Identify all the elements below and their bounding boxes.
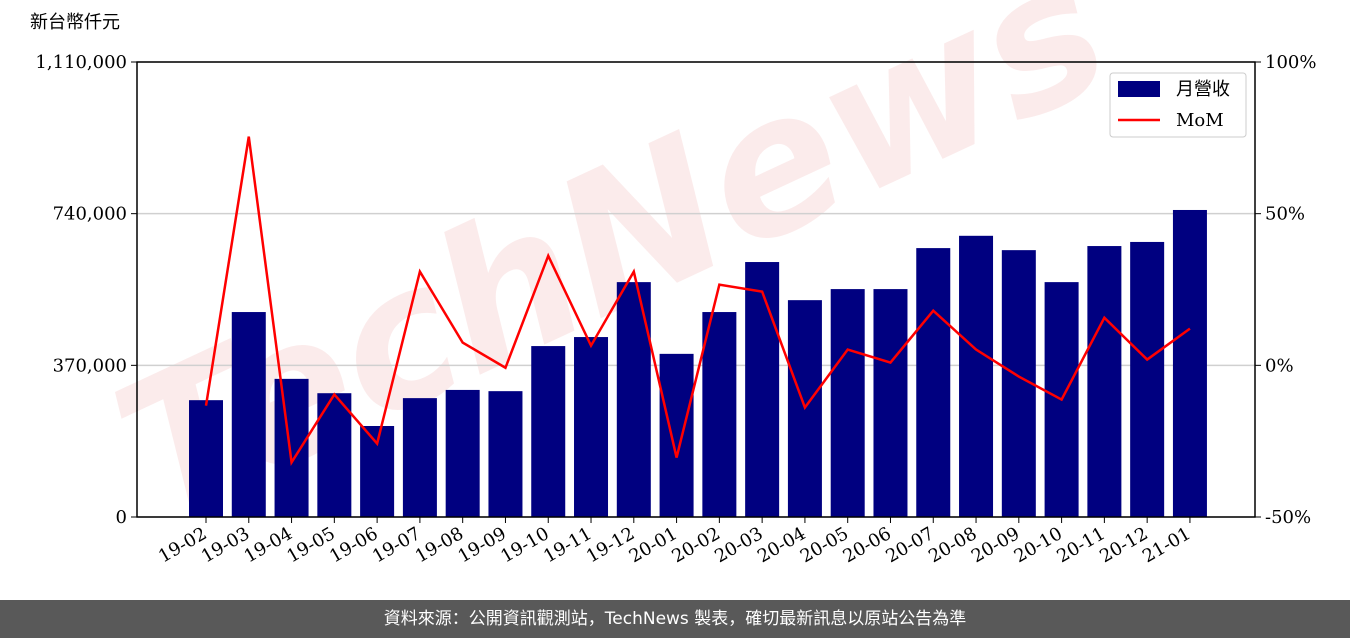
bar: [531, 346, 566, 517]
x-tick-label: 20-12: [1096, 523, 1151, 567]
bar: [745, 262, 780, 517]
x-tick-label: 20-09: [968, 523, 1023, 567]
y2-tick-label: -50%: [1265, 507, 1311, 528]
legend-swatch: [1118, 81, 1160, 97]
y2-tick-label: 100%: [1265, 52, 1316, 73]
x-tick-label: 19-11: [540, 523, 595, 567]
bar: [274, 378, 309, 517]
bar: [488, 391, 523, 517]
bar: [1130, 241, 1165, 518]
bar: [231, 312, 266, 517]
legend-label: MoM: [1176, 110, 1224, 131]
y-tick-label: 370,000: [53, 355, 127, 376]
plot-frame: [136, 61, 1256, 518]
bar: [830, 289, 865, 517]
x-tick-label: 20-11: [1053, 523, 1108, 567]
x-tick-label: 19-09: [455, 523, 510, 567]
y2-tick-label: 50%: [1265, 204, 1305, 225]
bar: [574, 337, 609, 517]
x-tick-label: 19-10: [497, 523, 552, 567]
x-tick-label: 20-06: [840, 523, 895, 567]
x-tick-label: 19-06: [326, 523, 381, 567]
x-tick-label: 21-01: [1139, 523, 1194, 567]
bar: [959, 235, 994, 517]
x-tick-label: 20-02: [668, 523, 723, 567]
y-axis-label: 新台幣仟元: [30, 12, 120, 33]
line: [204, 136, 1191, 466]
bar: [873, 289, 908, 517]
bar: [189, 400, 223, 517]
bar: [1172, 209, 1207, 517]
y2-tick-label: 0%: [1265, 355, 1294, 376]
x-tick-label: 20-01: [626, 523, 681, 567]
bar: [659, 353, 694, 517]
x-tick-label: 20-03: [711, 523, 766, 567]
footer: 資料來源：公開資訊觀測站，TechNews 製表，確切最新訊息以原站公告為準: [0, 600, 1350, 638]
bar: [1087, 246, 1122, 517]
y-tick-label: 740,000: [53, 204, 127, 225]
bar: [702, 312, 737, 517]
x-tick-label: 20-05: [797, 523, 852, 567]
bar: [916, 248, 951, 517]
bar: [445, 389, 480, 517]
x-tick-label: 19-07: [369, 523, 424, 567]
x-tick-label: 20-07: [882, 523, 937, 567]
y-tick-label: 1,110,000: [35, 52, 127, 73]
x-tick-label: 19-05: [283, 523, 338, 567]
x-tick-label: 20-08: [925, 523, 980, 567]
x-tick-label: 19-12: [583, 523, 638, 567]
x-tick-label: 20-04: [754, 523, 809, 567]
y-tick-label: 0: [116, 507, 127, 528]
bar: [616, 282, 651, 517]
x-tick-label: 20-10: [1011, 523, 1066, 567]
chart: 新台幣仟元 TechNews0370,000740,0001,110,000-5…: [30, 0, 1316, 567]
legend-label: 月營收: [1176, 79, 1230, 100]
x-tick-label: 19-08: [412, 523, 467, 567]
bar: [402, 398, 437, 517]
